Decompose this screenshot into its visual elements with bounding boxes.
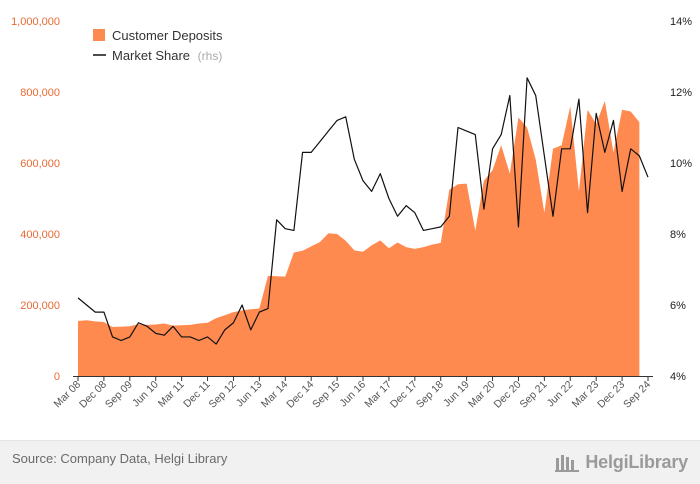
x-tick-label: Jun 13 bbox=[234, 379, 265, 410]
x-tick-label: Jun 22 bbox=[545, 379, 576, 410]
legend-label-market-share: Market Share (rhs) bbox=[112, 48, 222, 63]
x-tick-label: Mar 23 bbox=[570, 379, 602, 411]
legend: Customer Deposits Market Share (rhs) bbox=[93, 28, 223, 63]
y-left-tick-label: 200,000 bbox=[20, 300, 60, 312]
y-left-tick-label: 0 bbox=[54, 371, 60, 383]
y-right-tick-label: 14% bbox=[670, 16, 692, 28]
footer: Source: Company Data, Helgi Library Helg… bbox=[0, 440, 700, 484]
x-tick-label: Sep 12 bbox=[207, 379, 239, 411]
y-left-tick-label: 1,000,000 bbox=[11, 16, 60, 28]
chart: 0 200,000 400,000 600,000 800,000 1,000,000 4%… bbox=[0, 0, 700, 440]
y-right-tick-label: 12% bbox=[670, 87, 692, 99]
x-tick-label: Sep 15 bbox=[310, 379, 342, 411]
x-tick-label: Mar 20 bbox=[466, 379, 498, 411]
y-left-tick-label: 600,000 bbox=[20, 158, 60, 170]
legend-label-deposits: Customer Deposits bbox=[112, 28, 223, 43]
x-tick-label: Mar 08 bbox=[52, 379, 84, 411]
y-right-tick-label: 8% bbox=[670, 229, 686, 241]
x-tick-label: Jun 19 bbox=[441, 379, 472, 410]
brand-name: HelgiLibrary bbox=[585, 452, 688, 473]
x-tick-label: Dec 08 bbox=[77, 379, 109, 411]
x-tick-label: Sep 21 bbox=[517, 379, 549, 411]
brand-logo[interactable]: HelgiLibrary bbox=[555, 447, 688, 477]
x-tick-label: Mar 17 bbox=[362, 379, 394, 411]
y-left-tick-label: 800,000 bbox=[20, 87, 60, 99]
x-tick-label: Dec 20 bbox=[492, 379, 524, 411]
x-tick-label: Jun 10 bbox=[130, 379, 161, 410]
legend-label-market-share-name: Market Share bbox=[112, 48, 190, 63]
source-note: Source: Company Data, Helgi Library bbox=[12, 451, 227, 466]
x-tick-label: Dec 11 bbox=[181, 379, 213, 411]
x-tick-label: Dec 14 bbox=[284, 379, 316, 411]
legend-swatch-deposits bbox=[93, 29, 105, 41]
y-left-tick-label: 400,000 bbox=[20, 229, 60, 241]
library-icon bbox=[555, 451, 581, 473]
legend-label-market-share-suffix: (rhs) bbox=[198, 49, 223, 63]
x-tick-label: Jun 16 bbox=[337, 379, 368, 410]
x-tick-label: Sep 09 bbox=[103, 379, 135, 411]
x-tick-label: Dec 23 bbox=[595, 379, 627, 411]
y-right-tick-label: 6% bbox=[670, 300, 686, 312]
y-right-tick-label: 10% bbox=[670, 158, 692, 170]
x-tick-label: Mar 11 bbox=[156, 379, 187, 410]
x-tick-label: Sep 24 bbox=[621, 379, 653, 411]
y-right-tick-label: 4% bbox=[670, 371, 686, 383]
x-tick-label: Mar 14 bbox=[259, 379, 291, 411]
x-tick-label: Dec 17 bbox=[388, 379, 420, 411]
x-tick-label: Sep 18 bbox=[414, 379, 446, 411]
